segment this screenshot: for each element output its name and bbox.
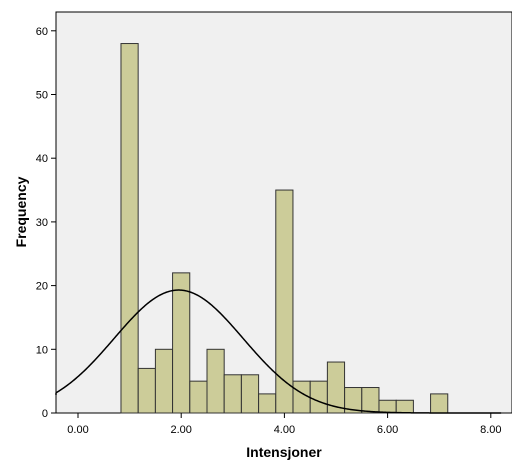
y-tick-label-3: 30 <box>36 217 48 229</box>
x-tick-label-3: 6.00 <box>377 424 398 436</box>
normal-curve <box>55 289 502 414</box>
histogram-bar-15 <box>378 399 397 414</box>
y-tick-label-1: 10 <box>36 344 48 356</box>
x-tick-label-0: 0.00 <box>67 424 88 436</box>
histogram-bar-8 <box>258 393 277 414</box>
x-axis: 0.00 2.00 4.00 6.00 8.00 <box>67 413 502 436</box>
histogram-bar-7 <box>240 374 260 414</box>
bars-group <box>120 43 449 414</box>
y-tick-label-0: 0 <box>42 408 48 420</box>
x-tick-label-1: 2.00 <box>170 424 191 436</box>
y-tick-label-2: 20 <box>36 281 48 293</box>
histogram-bar-16 <box>395 399 414 414</box>
y-tick-label-6: 60 <box>36 26 48 38</box>
histogram-bar-5 <box>206 348 225 414</box>
histogram-bar-6 <box>223 374 242 414</box>
x-axis-title: Intensjoner <box>246 444 322 460</box>
histogram-bar-2 <box>154 348 174 414</box>
y-tick-label-4: 40 <box>36 153 48 165</box>
y-axis-title: Frequency <box>13 176 29 247</box>
x-tick-label-4: 8.00 <box>480 424 501 436</box>
histogram-bar-3 <box>172 272 191 414</box>
histogram-bar-9 <box>275 189 294 414</box>
y-axis: 0 10 20 30 40 50 60 <box>36 26 56 420</box>
x-tick-label-2: 4.00 <box>274 424 295 436</box>
histogram-bar-1 <box>137 367 156 414</box>
histogram-bar-4 <box>189 380 208 414</box>
histogram-bar-17 <box>430 393 449 414</box>
y-tick-label-5: 50 <box>36 90 48 102</box>
histogram-bar-0 <box>120 43 139 414</box>
histogram-bar-14 <box>361 387 380 414</box>
histogram-bar-11 <box>309 380 328 414</box>
